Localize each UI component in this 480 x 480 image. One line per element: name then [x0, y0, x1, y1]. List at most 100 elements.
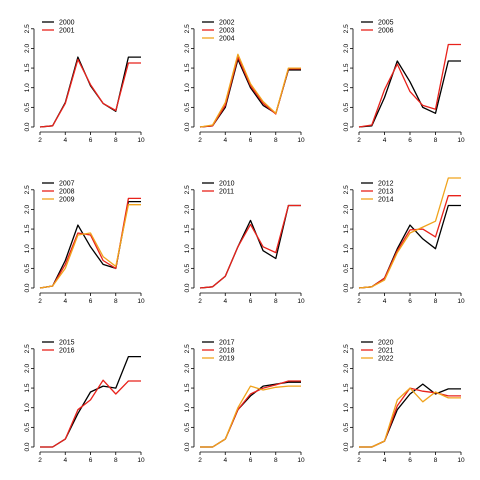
x-tick-label: 10: [457, 137, 465, 144]
y-tick-label: 0.0: [343, 442, 350, 451]
y-tick-label: 1.5: [24, 63, 31, 72]
y-tick-label: 0.0: [184, 283, 191, 292]
series-line-2020: [359, 383, 461, 448]
legend-label-2001: 2001: [59, 28, 75, 35]
y-tick-label: 0.5: [24, 263, 31, 272]
x-tick-label: 6: [89, 457, 93, 464]
legend-label-2019: 2019: [219, 356, 235, 363]
series-line-2014: [358, 177, 461, 289]
y-tick-label: 0.0: [184, 442, 191, 451]
x-tick-label: 4: [383, 457, 387, 464]
x-tick-label: 6: [89, 298, 93, 305]
x-tick-label: 4: [223, 137, 227, 144]
legend-label-2020: 2020: [378, 340, 394, 347]
legend-label-2013: 2013: [378, 189, 394, 196]
x-tick-label: 8: [274, 298, 278, 305]
series-line-2003: [199, 56, 301, 128]
y-tick-label: 2.5: [184, 185, 191, 194]
legend-label-2022: 2022: [378, 356, 394, 363]
x-tick-label: 8: [114, 457, 118, 464]
y-tick-label: 2.0: [343, 364, 350, 373]
x-tick-label: 4: [223, 298, 227, 305]
y-tick-label: 1.5: [343, 63, 350, 72]
y-tick-label: 2.5: [184, 24, 191, 33]
x-tick-label: 2: [357, 457, 361, 464]
y-tick-label: 1.5: [184, 63, 191, 72]
y-tick-label: 2.5: [184, 344, 191, 353]
x-tick-label: 4: [63, 137, 67, 144]
x-tick-label: 2: [198, 298, 202, 305]
x-tick-label: 8: [434, 298, 438, 305]
y-tick-label: 1.5: [184, 224, 191, 233]
legend-label-2008: 2008: [59, 189, 75, 196]
y-tick-label: 1.5: [24, 383, 31, 392]
x-tick-label: 6: [249, 137, 253, 144]
y-tick-label: 0.5: [24, 422, 31, 431]
x-tick-label: 2: [198, 137, 202, 144]
series-line-2008: [39, 197, 141, 289]
x-tick-label: 6: [408, 298, 412, 305]
x-tick-label: 6: [249, 298, 253, 305]
x-tick-label: 4: [63, 457, 67, 464]
x-tick-label: 10: [297, 457, 305, 464]
y-tick-label: 0.0: [343, 283, 350, 292]
y-tick-label: 2.5: [24, 344, 31, 353]
y-tick-label: 1.0: [24, 83, 31, 92]
legend-label-2011: 2011: [219, 189, 234, 196]
series-line-2006: [358, 43, 461, 128]
series-line-2005: [358, 60, 461, 128]
y-tick-label: 0.0: [343, 122, 350, 131]
legend-label-2007: 2007: [59, 181, 75, 188]
legend-label-2006: 2006: [378, 28, 394, 35]
x-tick-label: 10: [137, 298, 145, 305]
y-tick-label: 1.0: [343, 244, 350, 253]
y-tick-label: 0.5: [343, 263, 350, 272]
series-line-2011: [199, 204, 301, 289]
legend-label-2000: 2000: [59, 20, 75, 27]
legend-label-2012: 2012: [378, 181, 394, 188]
series-line-2012: [358, 204, 461, 289]
y-tick-label: 2.0: [24, 44, 31, 53]
y-tick-label: 0.0: [24, 442, 31, 451]
x-tick-label: 6: [408, 457, 412, 464]
y-tick-label: 2.0: [24, 205, 31, 214]
series-line-2009: [39, 204, 141, 289]
y-tick-label: 1.0: [184, 403, 191, 412]
x-tick-label: 2: [357, 298, 361, 305]
series-line-2004: [199, 53, 301, 128]
x-tick-label: 2: [38, 457, 42, 464]
y-tick-label: 0.0: [24, 122, 31, 131]
y-tick-label: 1.0: [184, 244, 191, 253]
series-line-2000: [39, 56, 141, 128]
legend-label-2004: 2004: [219, 36, 235, 43]
x-tick-label: 6: [89, 137, 93, 144]
y-tick-label: 2.5: [24, 24, 31, 33]
y-tick-label: 0.5: [343, 102, 350, 111]
y-tick-label: 2.0: [184, 44, 191, 53]
y-tick-label: 2.0: [184, 205, 191, 214]
x-tick-label: 10: [137, 457, 145, 464]
series-line-2013: [358, 195, 461, 289]
x-tick-label: 8: [274, 137, 278, 144]
y-tick-label: 2.0: [343, 205, 350, 214]
x-tick-label: 10: [137, 137, 145, 144]
legend-label-2002: 2002: [219, 20, 235, 27]
y-tick-label: 0.5: [184, 102, 191, 111]
y-tick-label: 1.5: [184, 383, 191, 392]
y-tick-label: 1.0: [184, 83, 191, 92]
series-line-2015: [40, 355, 141, 448]
x-tick-label: 2: [38, 298, 42, 305]
series-line-2017: [200, 381, 301, 448]
x-tick-label: 4: [223, 457, 227, 464]
x-tick-label: 2: [38, 137, 42, 144]
legend-label-2018: 2018: [219, 348, 235, 355]
y-tick-label: 2.0: [343, 44, 350, 53]
series-line-2002: [199, 58, 301, 128]
legend-label-2021: 2021: [378, 348, 394, 355]
